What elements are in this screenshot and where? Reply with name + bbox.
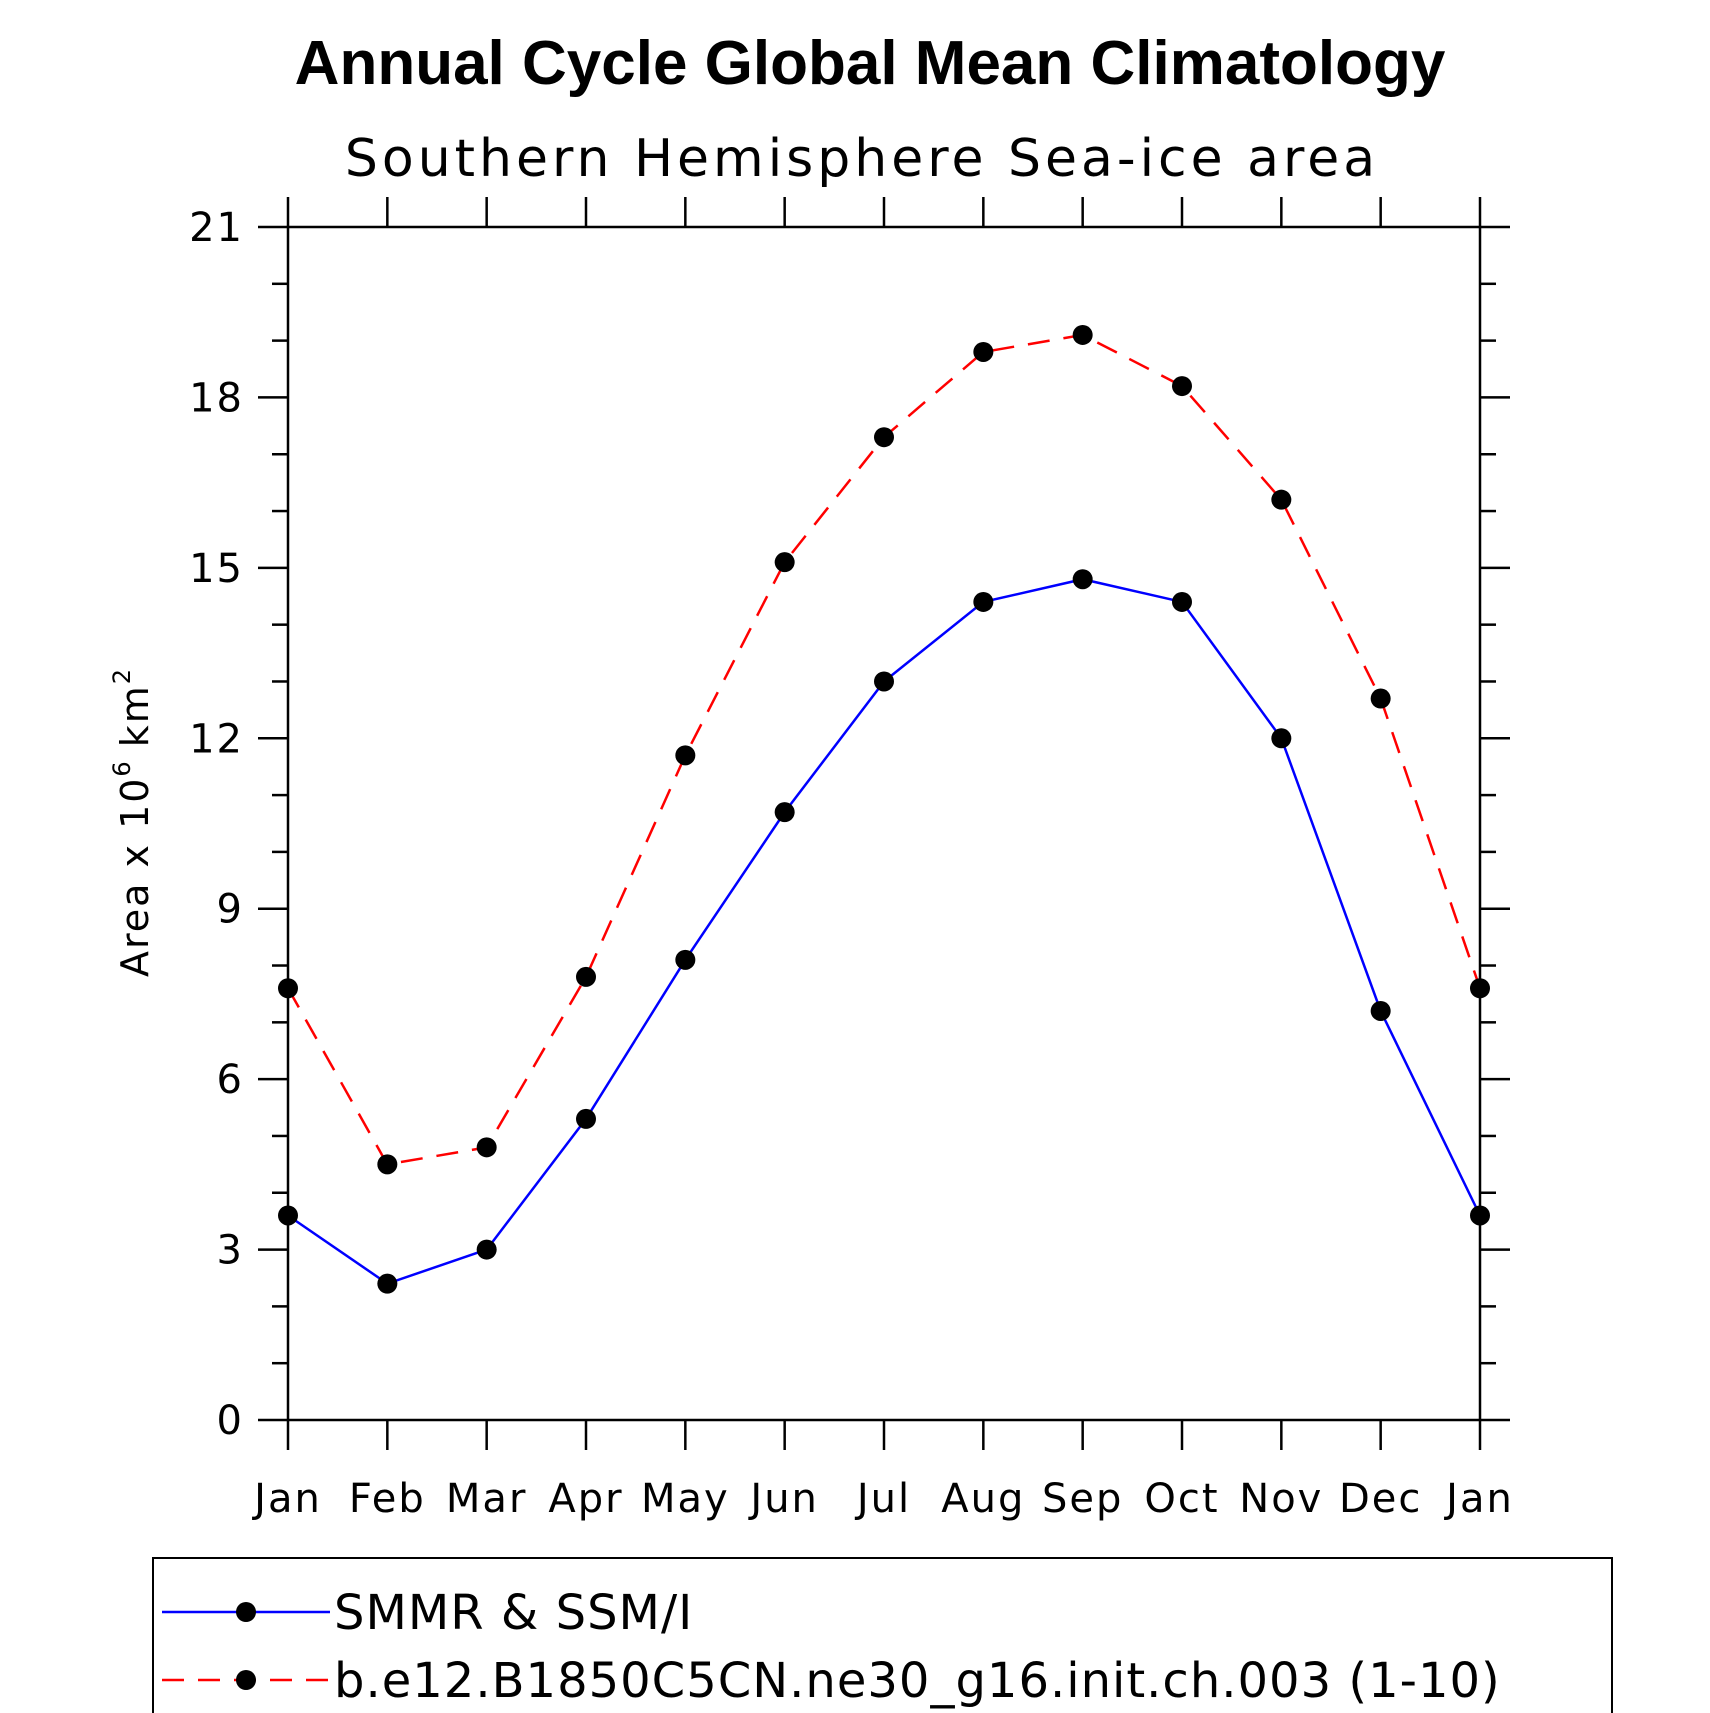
x-tick-label: Jun [747, 1476, 819, 1522]
chart-title: Annual Cycle Global Mean Climatology [295, 29, 1446, 98]
y-axis-label: Area x 106 km2 [108, 667, 157, 977]
series-1 [278, 569, 1490, 1294]
data-point [1470, 1205, 1490, 1226]
data-point [1370, 688, 1391, 709]
legend-marker [236, 1670, 256, 1690]
data-point [476, 1239, 497, 1260]
data-point [576, 1108, 596, 1129]
x-tick-label: Apr [548, 1476, 623, 1522]
y-tick-label: 15 [189, 546, 244, 592]
axis-ticks [258, 197, 1510, 1450]
y-axis-label-unit-exponent: 2 [108, 667, 136, 684]
data-point [874, 671, 894, 692]
data-point [576, 966, 596, 987]
legend-label: SMMR & SSM/I [334, 1585, 693, 1641]
x-tick-label: Feb [349, 1476, 426, 1522]
x-tick-label: Nov [1239, 1476, 1323, 1522]
x-tick-label: Oct [1144, 1476, 1219, 1522]
data-point [1072, 569, 1093, 590]
data-point [973, 591, 994, 612]
y-tick-label: 3 [217, 1228, 244, 1274]
y-tick-label: 18 [189, 375, 244, 421]
data-point [774, 552, 795, 573]
data-point [377, 1154, 398, 1175]
y-axis-label-unit: km [113, 684, 157, 747]
data-point [377, 1273, 398, 1294]
x-tick-label: Jan [1443, 1476, 1514, 1522]
data-point [1470, 978, 1490, 999]
legend-entry: SMMR & SSM/I [162, 1585, 693, 1641]
legend-box [152, 1557, 1613, 1713]
y-tick-label: 21 [189, 205, 244, 251]
y-tick-label: 9 [217, 887, 244, 933]
legend-entry: b.e12.B1850C5CN.ne30_g16.init.ch.003 (1-… [162, 1653, 1501, 1709]
chart-subtitle: Southern Hemisphere Sea-ice area [345, 129, 1379, 189]
x-tick-label: Jul [854, 1476, 911, 1522]
data-point [1072, 324, 1093, 345]
data-point [1172, 376, 1192, 397]
legend: SMMR & SSM/I b.e12.B1850C5CN.ne30_g16.ini… [162, 1585, 1501, 1709]
legend-label: b.e12.B1850C5CN.ne30_g16.init.ch.003 (1-… [334, 1653, 1501, 1709]
data-point [278, 978, 298, 999]
x-tick-label: Aug [941, 1476, 1025, 1522]
data-point [874, 427, 894, 448]
y-axis-label-text: Area x 10 [113, 777, 157, 977]
data-point [774, 802, 795, 823]
x-tick-labels: Jan Feb Mar Apr May Jun Jul Aug Sep Oct Nov Dec Jan [251, 1476, 1514, 1522]
data-point [973, 341, 994, 362]
y-tick-label: 0 [217, 1398, 244, 1444]
data-point [675, 745, 696, 766]
data-point [1172, 591, 1192, 612]
series-2 [278, 324, 1490, 1175]
x-tick-label: Jan [251, 1476, 322, 1522]
x-tick-label: Dec [1339, 1476, 1422, 1522]
data-point [1271, 728, 1292, 749]
plot-frame [286, 225, 1482, 1422]
y-tick-label: 6 [217, 1057, 244, 1103]
series-line [286, 333, 1482, 1166]
x-tick-label: Mar [446, 1476, 527, 1522]
x-tick-label: May [641, 1476, 730, 1522]
x-tick-label: Sep [1042, 1476, 1123, 1522]
y-tick-label: 12 [189, 716, 244, 762]
data-point [675, 949, 696, 970]
data-point [1271, 489, 1292, 510]
data-point [278, 1205, 298, 1226]
legend-marker [236, 1602, 256, 1622]
data-point [1370, 1000, 1391, 1021]
series-layer [278, 324, 1490, 1294]
y-axis-label-exponent: 6 [108, 759, 136, 776]
data-point [476, 1137, 497, 1158]
y-tick-labels: 0 3 6 9 12 15 18 21 [189, 205, 244, 1444]
